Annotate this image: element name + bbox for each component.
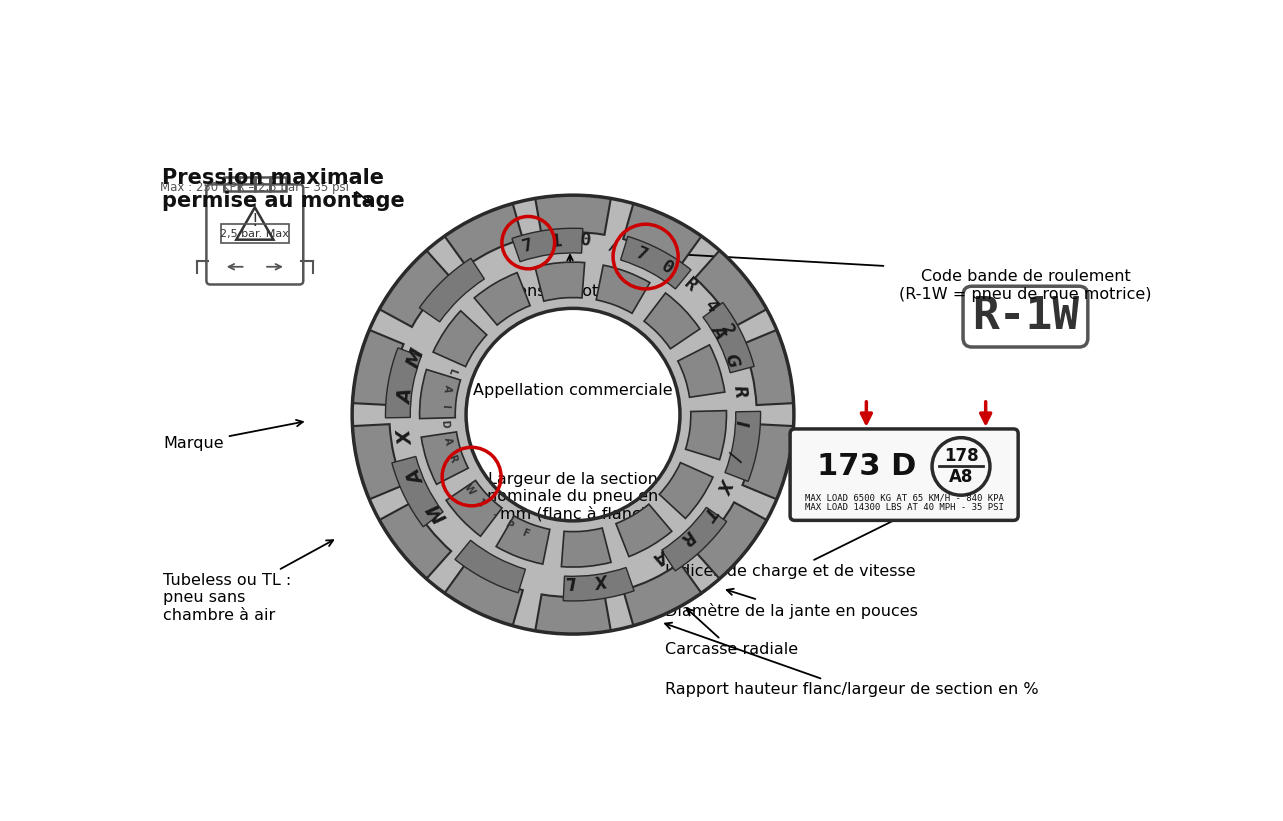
- Wedge shape: [563, 567, 634, 601]
- Text: L: L: [446, 366, 458, 375]
- Wedge shape: [562, 528, 611, 567]
- Text: !: !: [251, 212, 258, 230]
- Wedge shape: [685, 410, 726, 460]
- Wedge shape: [434, 311, 486, 367]
- Text: X: X: [715, 475, 736, 495]
- Wedge shape: [380, 250, 452, 327]
- Wedge shape: [743, 424, 794, 499]
- Text: A: A: [441, 437, 453, 446]
- Text: MAX LOAD 14300 LBS AT 40 MPH - 35 PSI: MAX LOAD 14300 LBS AT 40 MPH - 35 PSI: [804, 503, 1003, 512]
- Text: Sens de rotation: Sens de rotation: [507, 284, 639, 299]
- Text: Rapport hauteur flanc/largeur de section en %: Rapport hauteur flanc/largeur de section…: [665, 622, 1039, 697]
- Text: A: A: [707, 321, 729, 342]
- Wedge shape: [597, 265, 650, 314]
- Wedge shape: [535, 594, 611, 634]
- Text: L: L: [565, 572, 576, 590]
- Wedge shape: [444, 204, 523, 266]
- Text: X: X: [594, 569, 609, 589]
- Wedge shape: [644, 293, 701, 349]
- Wedge shape: [616, 504, 672, 557]
- Text: Carcasse radiale: Carcasse radiale: [666, 608, 798, 658]
- Text: Code bande de roulement
(R-1W = pneu de roue motrice): Code bande de roulement (R-1W = pneu de …: [899, 269, 1152, 301]
- Text: /: /: [726, 450, 745, 460]
- Text: P: P: [503, 519, 514, 531]
- Text: /: /: [607, 235, 621, 255]
- Text: MAX LOAD 6500 KG AT 65 KM/H - 840 KPA: MAX LOAD 6500 KG AT 65 KM/H - 840 KPA: [804, 493, 1003, 502]
- Text: Tubeless ou TL :
pneu sans
chambre à air: Tubeless ou TL : pneu sans chambre à air: [163, 540, 334, 623]
- Text: R-1W: R-1W: [973, 295, 1079, 338]
- Wedge shape: [624, 204, 702, 266]
- Wedge shape: [621, 236, 692, 289]
- Wedge shape: [659, 462, 713, 518]
- Wedge shape: [446, 480, 502, 536]
- Wedge shape: [535, 195, 611, 235]
- Text: X: X: [396, 429, 417, 447]
- Wedge shape: [497, 516, 550, 564]
- Text: Indices de charge et de vitesse: Indices de charge et de vitesse: [666, 511, 916, 579]
- Wedge shape: [743, 330, 794, 405]
- Text: F: F: [520, 527, 530, 539]
- Text: A8: A8: [949, 468, 974, 486]
- Wedge shape: [535, 262, 585, 301]
- Text: 7: 7: [520, 236, 535, 256]
- Text: M: M: [403, 346, 427, 370]
- Text: 2: 2: [716, 321, 736, 339]
- Wedge shape: [444, 563, 523, 626]
- Text: 178: 178: [944, 447, 979, 465]
- Text: 0: 0: [658, 257, 676, 278]
- Text: 173 D: 173 D: [817, 452, 916, 481]
- Wedge shape: [695, 250, 767, 327]
- Text: Largeur de la section
nominale du pneu en
mm (flanc à flanc): Largeur de la section nominale du pneu e…: [488, 471, 658, 522]
- Text: M: M: [423, 499, 450, 526]
- Text: A: A: [652, 545, 672, 567]
- Text: 7: 7: [633, 244, 650, 264]
- Text: A: A: [441, 383, 453, 392]
- Text: W: W: [462, 483, 476, 497]
- Text: 0: 0: [579, 232, 591, 250]
- Wedge shape: [624, 563, 702, 626]
- Text: 1: 1: [475, 498, 486, 509]
- Wedge shape: [475, 273, 530, 325]
- Wedge shape: [385, 348, 421, 418]
- Wedge shape: [380, 502, 452, 579]
- Circle shape: [466, 309, 680, 521]
- Wedge shape: [677, 345, 725, 397]
- Wedge shape: [512, 228, 582, 262]
- Text: R: R: [446, 453, 458, 464]
- Text: Max : 250 KPR – 2,5 bar – 35 psi: Max : 250 KPR – 2,5 bar – 35 psi: [160, 181, 349, 194]
- Wedge shape: [703, 302, 754, 373]
- Text: A: A: [405, 466, 429, 488]
- Text: 4: 4: [701, 296, 721, 316]
- Wedge shape: [695, 502, 767, 579]
- Wedge shape: [421, 432, 468, 484]
- Text: 2,5 bar. Max: 2,5 bar. Max: [221, 228, 289, 239]
- Text: R: R: [729, 384, 749, 399]
- Text: Pression maximale
permise au montage: Pression maximale permise au montage: [163, 168, 405, 211]
- Text: D: D: [439, 420, 450, 428]
- Wedge shape: [420, 259, 485, 322]
- Text: T: T: [698, 502, 720, 522]
- Wedge shape: [391, 456, 443, 527]
- Text: R: R: [676, 525, 698, 548]
- FancyBboxPatch shape: [790, 429, 1019, 521]
- Text: 1: 1: [550, 232, 562, 250]
- Circle shape: [352, 195, 794, 634]
- Text: I: I: [440, 404, 450, 408]
- Text: -: -: [489, 510, 499, 521]
- Wedge shape: [420, 369, 461, 419]
- Wedge shape: [455, 540, 526, 593]
- Text: Marque: Marque: [163, 420, 303, 451]
- Wedge shape: [662, 507, 726, 571]
- Text: Diamètre de la jante en pouces: Diamètre de la jante en pouces: [666, 589, 919, 618]
- Wedge shape: [353, 424, 404, 499]
- Wedge shape: [725, 411, 761, 481]
- Text: G: G: [721, 351, 743, 369]
- Wedge shape: [353, 330, 404, 405]
- Text: Appellation commerciale: Appellation commerciale: [473, 383, 672, 398]
- Text: R: R: [680, 275, 701, 296]
- Text: I: I: [731, 420, 749, 427]
- Text: A: A: [396, 388, 417, 406]
